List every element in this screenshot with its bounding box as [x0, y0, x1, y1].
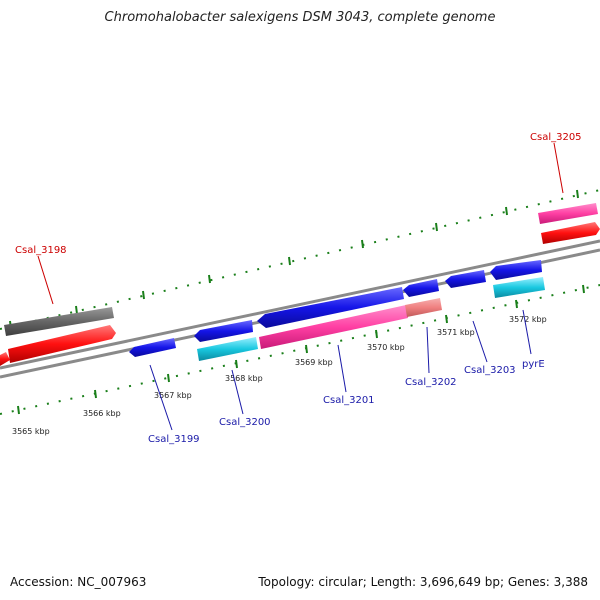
gene-reverse-blue-pyrE	[490, 260, 542, 280]
gene-reverse-blue-3203	[445, 270, 486, 288]
gene-label-csal-3205: Csal_3205	[530, 132, 582, 143]
gene-reverse-cyan-3200	[197, 337, 258, 361]
scale-label: 3571 kbp	[437, 328, 475, 337]
scale-label: 3569 kbp	[295, 358, 333, 367]
gene-forward-red-edge	[0, 352, 10, 366]
scale-label: 3568 kbp	[225, 374, 263, 383]
forward-genes	[0, 203, 600, 366]
label-leaders	[37, 142, 564, 431]
genome-summary-text: Topology: circular; Length: 3,696,649 bp…	[258, 575, 588, 589]
scale-label: 3566 kbp	[83, 409, 121, 418]
gene-label-csal-3201: Csal_3201	[323, 395, 375, 406]
gene-label-csal-3202: Csal_3202	[405, 377, 457, 388]
scale-label: 3565 kbp	[12, 427, 50, 436]
genome-title: Chromohalobacter salexigens DSM 3043, co…	[104, 10, 496, 25]
gene-reverse-blue-3202	[403, 279, 439, 297]
scale-label: 3567 kbp	[154, 391, 192, 400]
gene-reverse-pink-3201	[259, 305, 408, 349]
gene-labels: Csal_3198 Csal_3205 Csal_3199 Csal_3200 …	[15, 132, 582, 445]
gene-forward-gray	[4, 307, 114, 336]
gene-label-pyre: pyrE	[522, 359, 545, 370]
accession-text: Accession: NC_007963	[10, 575, 147, 589]
gene-label-csal-3203: Csal_3203	[464, 365, 516, 376]
gene-label-csal-3198: Csal_3198	[15, 245, 67, 256]
gene-reverse-salmon-3202	[405, 298, 442, 317]
scale-labels: 3565 kbp 3566 kbp 3567 kbp 3568 kbp 3569…	[12, 315, 547, 436]
gene-forward-red-3205	[541, 222, 600, 244]
reverse-genes	[129, 260, 545, 361]
gene-label-csal-3199: Csal_3199	[148, 434, 200, 445]
gene-reverse-cyan-pyrE	[493, 277, 545, 298]
gene-reverse-blue-3199	[129, 338, 176, 357]
gene-label-csal-3200: Csal_3200	[219, 417, 271, 428]
reverse-tick-track	[0, 284, 600, 415]
gene-reverse-blue	[194, 320, 253, 342]
gene-forward-red	[8, 325, 116, 363]
scale-label: 3572 kbp	[509, 315, 547, 324]
gene-forward-pink-3205	[538, 203, 598, 224]
scale-label: 3570 kbp	[367, 343, 405, 352]
gene-reverse-blue-long	[257, 287, 404, 328]
